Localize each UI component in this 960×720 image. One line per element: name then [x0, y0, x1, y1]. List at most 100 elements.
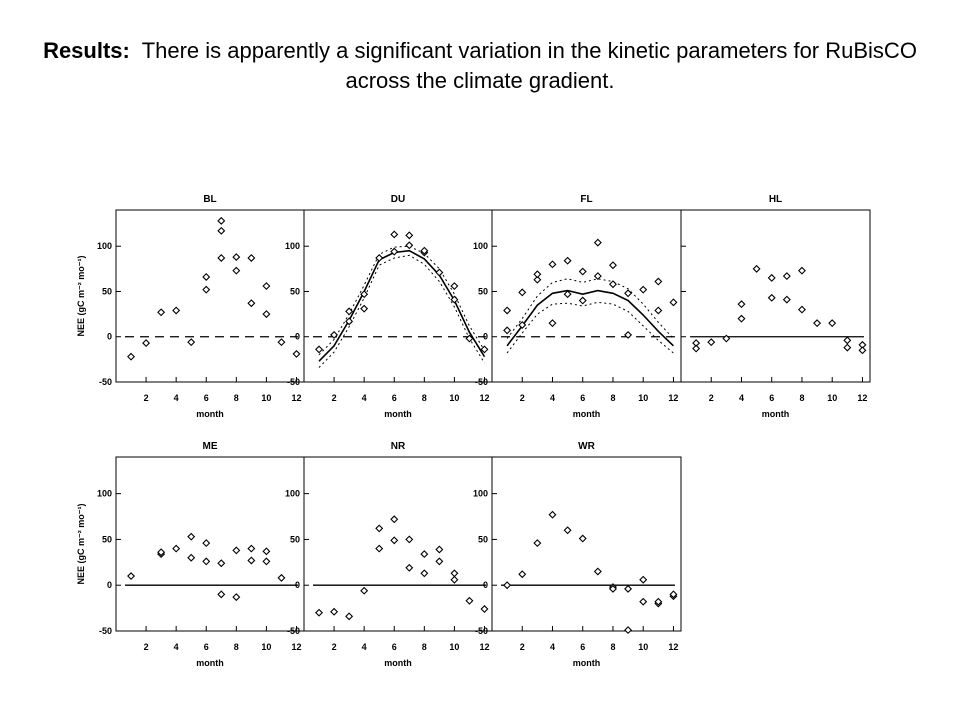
data-point	[390, 515, 399, 524]
data-point	[797, 266, 806, 275]
data-point	[797, 305, 806, 314]
x-tick-label: 2	[332, 393, 337, 403]
data-point	[624, 584, 633, 593]
data-point	[533, 270, 542, 279]
data-point	[593, 567, 602, 576]
panel-frame	[303, 456, 493, 632]
x-tick-label: 4	[362, 393, 367, 403]
data-point	[608, 280, 617, 289]
model-curve-dotted	[318, 254, 485, 368]
slide-title-lead: Results:	[43, 38, 130, 63]
x-tick-label: 8	[422, 642, 427, 652]
data-point	[345, 307, 354, 316]
data-point	[843, 336, 852, 345]
y-tick-label: -50	[99, 626, 112, 636]
y-tick-label: -50	[287, 377, 300, 387]
x-tick-label: 8	[610, 393, 615, 403]
data-point	[767, 273, 776, 282]
data-point	[435, 268, 444, 277]
data-point	[767, 293, 776, 302]
panel-frame	[115, 209, 305, 383]
panel-title: BL	[203, 194, 216, 205]
data-point	[639, 597, 648, 606]
data-point	[262, 547, 271, 556]
data-point	[330, 607, 339, 616]
panel-hl: HL 2 4 6 8 10 12 month	[680, 194, 871, 419]
data-point	[503, 306, 512, 315]
data-point	[450, 569, 459, 578]
x-tick-label: 4	[739, 393, 744, 403]
x-tick-label: 2	[332, 642, 337, 652]
x-tick-label: 4	[550, 642, 555, 652]
x-tick-label: 2	[144, 642, 149, 652]
model-curve-dotted	[506, 278, 674, 339]
data-point	[548, 319, 557, 328]
x-axis-label: month	[573, 658, 601, 668]
x-tick-label: 6	[204, 642, 209, 652]
data-point	[142, 339, 151, 348]
data-point	[450, 295, 459, 304]
data-point	[722, 334, 731, 343]
data-point	[639, 285, 648, 294]
x-tick-label: 12	[479, 393, 489, 403]
y-axis-label: NEE (gC m⁻² mo⁻¹)	[76, 504, 86, 585]
y-tick-label: 50	[102, 534, 112, 544]
data-point	[624, 626, 633, 635]
data-point	[375, 544, 384, 553]
data-point	[375, 524, 384, 533]
data-point	[578, 296, 587, 305]
y-tick-label: -50	[475, 377, 488, 387]
data-point	[405, 563, 414, 572]
data-point	[518, 570, 527, 579]
data-point	[480, 605, 489, 613]
data-point	[262, 282, 271, 291]
x-tick-label: 10	[449, 642, 459, 652]
data-point	[782, 295, 791, 304]
x-tick-label: 2	[709, 393, 714, 403]
y-tick-label: 0	[483, 580, 488, 590]
data-point	[127, 572, 136, 581]
data-point	[202, 285, 211, 294]
data-point	[315, 608, 324, 617]
x-tick-label: 10	[827, 393, 837, 403]
data-point	[752, 264, 761, 273]
y-tick-label: 100	[473, 489, 488, 499]
slide-title-text: There is apparently a significant variat…	[141, 38, 917, 93]
y-tick-label: 50	[290, 534, 300, 544]
panel-frame	[491, 209, 682, 383]
data-point	[247, 544, 256, 553]
panel-title: ME	[203, 441, 218, 452]
data-point	[533, 539, 542, 548]
y-tick-label: 100	[285, 489, 300, 499]
x-tick-label: 10	[261, 393, 271, 403]
data-point	[465, 334, 474, 343]
data-point	[187, 532, 196, 541]
data-point	[232, 266, 241, 275]
data-point	[292, 349, 301, 358]
y-tick-label: 50	[478, 534, 488, 544]
data-point	[503, 581, 512, 590]
data-point	[217, 559, 226, 568]
x-tick-label: 10	[638, 642, 648, 652]
data-point	[217, 216, 226, 225]
x-tick-label: 12	[857, 393, 867, 403]
data-point	[828, 319, 837, 328]
x-axis-label: month	[384, 409, 412, 419]
data-point	[548, 260, 557, 269]
data-point	[503, 326, 512, 335]
data-point	[202, 273, 211, 281]
y-tick-label: 100	[97, 489, 112, 499]
data-point	[518, 288, 527, 297]
x-tick-label: 2	[144, 393, 149, 403]
y-tick-label: 100	[97, 241, 112, 251]
data-point	[172, 306, 181, 315]
y-tick-label: 100	[285, 241, 300, 251]
data-point	[480, 345, 489, 354]
x-tick-label: 10	[638, 393, 648, 403]
x-axis-label: month	[573, 409, 601, 419]
x-tick-label: 6	[769, 393, 774, 403]
panel-frame	[115, 456, 305, 632]
y-tick-label: 0	[107, 580, 112, 590]
x-tick-label: 2	[520, 393, 525, 403]
x-tick-label: 6	[392, 642, 397, 652]
